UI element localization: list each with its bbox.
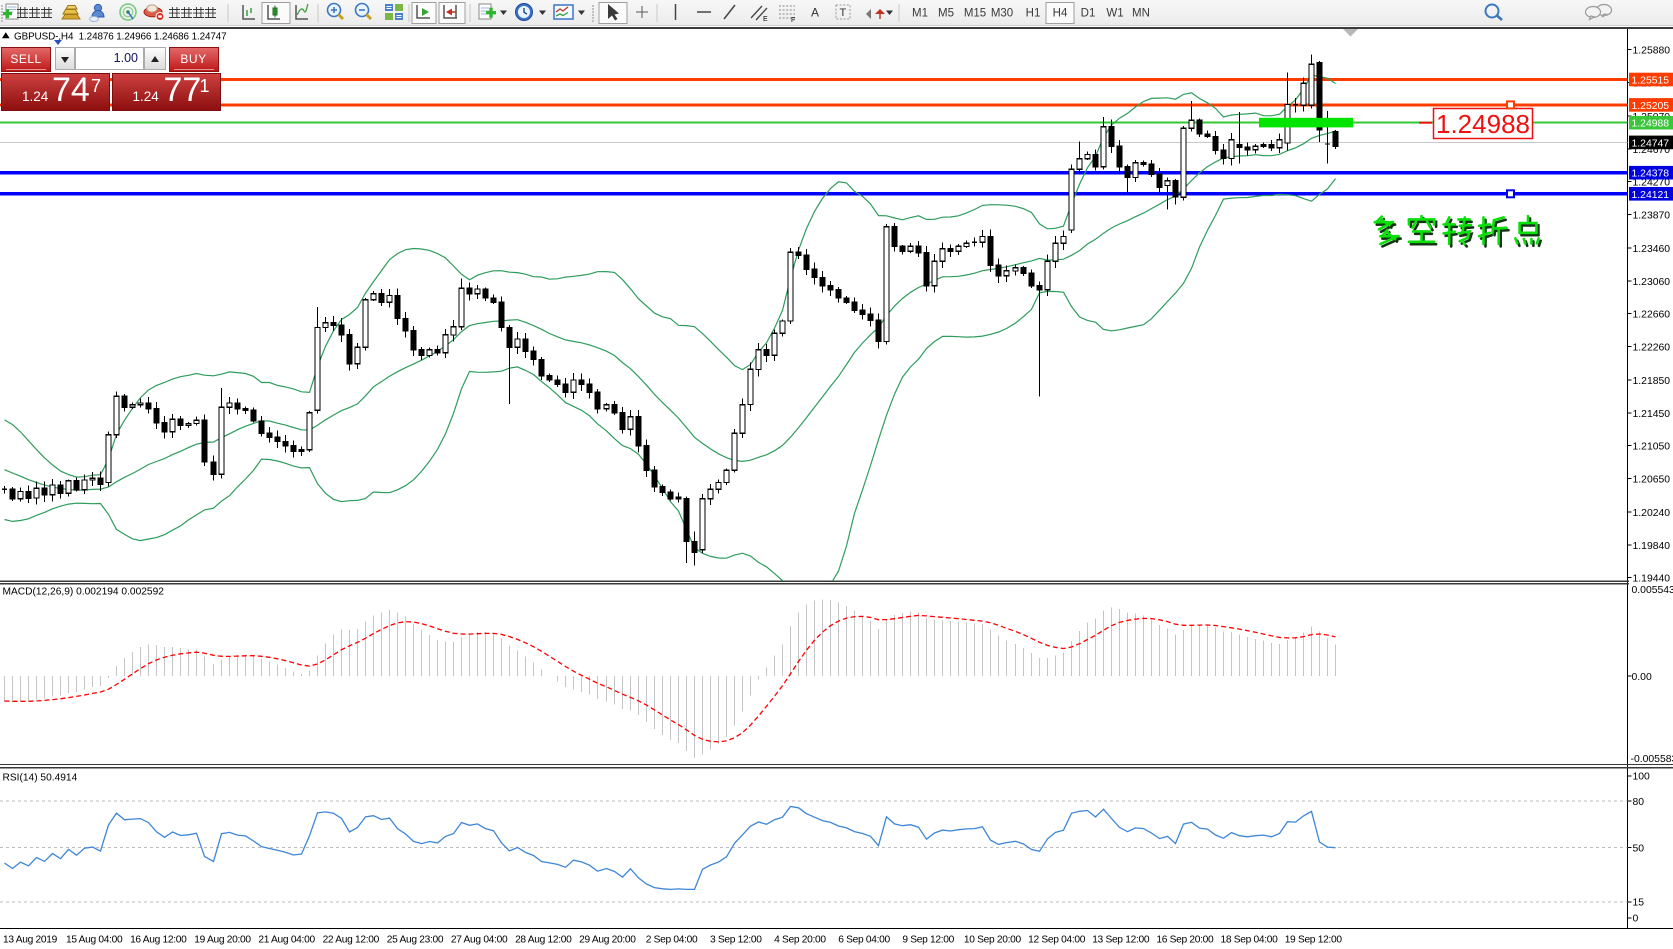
svg-text:15: 15 xyxy=(1633,898,1645,909)
svg-text:100: 100 xyxy=(1633,772,1651,783)
svg-text:27 Aug 04:00: 27 Aug 04:00 xyxy=(451,935,508,946)
svg-text:D1: D1 xyxy=(1081,8,1096,20)
svg-text:13 Sep 12:00: 13 Sep 12:00 xyxy=(1092,935,1150,946)
svg-text:W1: W1 xyxy=(1106,8,1123,20)
svg-text:1.23060: 1.23060 xyxy=(1633,277,1671,288)
svg-text:M5: M5 xyxy=(938,8,954,20)
svg-text:RSI(14) 50.4914: RSI(14) 50.4914 xyxy=(3,773,78,784)
svg-text:0.00: 0.00 xyxy=(1632,672,1652,683)
svg-text:13 Aug 2019: 13 Aug 2019 xyxy=(3,935,58,946)
svg-text:GBPUSD-,H4 1.24876 1.24966 1.: GBPUSD-,H4 1.24876 1.24966 1.24686 1.247… xyxy=(14,31,227,42)
svg-text:1.20650: 1.20650 xyxy=(1633,474,1671,485)
svg-text:1.24988: 1.24988 xyxy=(1632,119,1670,130)
svg-text:22 Aug 12:00: 22 Aug 12:00 xyxy=(323,935,380,946)
svg-text:16 Aug 12:00: 16 Aug 12:00 xyxy=(130,935,187,946)
svg-text:1.22260: 1.22260 xyxy=(1633,342,1671,353)
svg-text:19 Aug 20:00: 19 Aug 20:00 xyxy=(194,935,251,946)
svg-text:3 Sep 12:00: 3 Sep 12:00 xyxy=(710,935,762,946)
svg-text:1.24378: 1.24378 xyxy=(1632,169,1670,180)
svg-text:9 Sep 12:00: 9 Sep 12:00 xyxy=(902,935,954,946)
svg-text:18 Sep 04:00: 18 Sep 04:00 xyxy=(1220,935,1278,946)
svg-text:-0.005583: -0.005583 xyxy=(1631,754,1673,765)
svg-text:1.21050: 1.21050 xyxy=(1633,442,1671,453)
svg-text:80: 80 xyxy=(1633,797,1645,808)
svg-text:10 Sep 20:00: 10 Sep 20:00 xyxy=(964,935,1022,946)
svg-text:19 Sep 12:00: 19 Sep 12:00 xyxy=(1285,935,1343,946)
svg-text:1.19840: 1.19840 xyxy=(1633,541,1671,552)
svg-text:29 Aug 20:00: 29 Aug 20:00 xyxy=(579,935,636,946)
svg-text:A: A xyxy=(811,6,819,20)
svg-text:0.005543: 0.005543 xyxy=(1632,585,1673,596)
svg-text:M15: M15 xyxy=(964,8,986,20)
svg-text:1.25880: 1.25880 xyxy=(1633,46,1671,57)
svg-text:15 Aug 04:00: 15 Aug 04:00 xyxy=(66,935,123,946)
svg-text:1.24121: 1.24121 xyxy=(1632,190,1670,201)
svg-text:12 Sep 04:00: 12 Sep 04:00 xyxy=(1028,935,1086,946)
svg-text:1.21450: 1.21450 xyxy=(1633,409,1671,420)
svg-text:M1: M1 xyxy=(912,8,928,20)
svg-text:21 Aug 04:00: 21 Aug 04:00 xyxy=(258,935,315,946)
svg-text:E: E xyxy=(763,16,768,23)
svg-text:M30: M30 xyxy=(991,8,1013,20)
svg-text:1.24270: 1.24270 xyxy=(1633,178,1671,189)
svg-text:25 Aug 23:00: 25 Aug 23:00 xyxy=(387,935,444,946)
svg-text:F: F xyxy=(791,17,795,24)
svg-text:1.25515: 1.25515 xyxy=(1632,76,1670,87)
svg-text:0: 0 xyxy=(1633,914,1639,925)
svg-text:H4: H4 xyxy=(1053,8,1068,20)
svg-text:1.25205: 1.25205 xyxy=(1632,101,1670,112)
svg-text:2 Sep 04:00: 2 Sep 04:00 xyxy=(646,935,698,946)
svg-text:1.24988: 1.24988 xyxy=(1436,109,1530,139)
svg-text:MN: MN xyxy=(1132,8,1150,20)
svg-text:MACD(12,26,9) 0.002194 0.00259: MACD(12,26,9) 0.002194 0.002592 xyxy=(3,587,165,598)
svg-text:6 Sep 04:00: 6 Sep 04:00 xyxy=(838,935,890,946)
svg-text:4 Sep 20:00: 4 Sep 20:00 xyxy=(774,935,826,946)
svg-text:1.19440: 1.19440 xyxy=(1633,574,1671,585)
svg-text:50: 50 xyxy=(1633,843,1645,854)
svg-text:1.22660: 1.22660 xyxy=(1633,310,1671,321)
svg-text:1.20240: 1.20240 xyxy=(1633,508,1671,519)
svg-text:1.23870: 1.23870 xyxy=(1633,210,1671,221)
svg-text:1.24670: 1.24670 xyxy=(1633,145,1671,156)
svg-text:1.23460: 1.23460 xyxy=(1633,244,1671,255)
svg-text:28 Aug 12:00: 28 Aug 12:00 xyxy=(515,935,572,946)
svg-text:H1: H1 xyxy=(1026,8,1041,20)
svg-text:T: T xyxy=(840,7,847,19)
svg-text:16 Sep 20:00: 16 Sep 20:00 xyxy=(1156,935,1214,946)
svg-text:1.24747: 1.24747 xyxy=(1632,138,1670,149)
svg-text:1.21850: 1.21850 xyxy=(1633,376,1671,387)
